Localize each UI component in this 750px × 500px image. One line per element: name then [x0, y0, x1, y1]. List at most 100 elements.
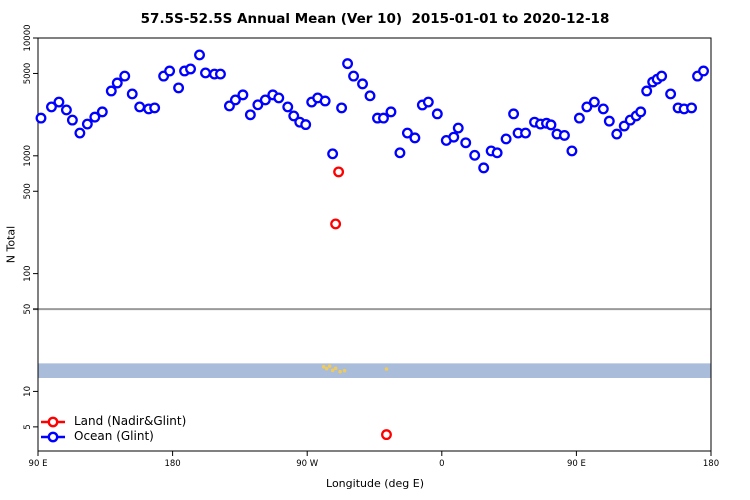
- data-point-ocean-glint-: [491, 147, 503, 159]
- x-tick-label: 90 E: [567, 459, 586, 469]
- chart-title: 57.5S-52.5S Annual Mean (Ver 10) 2015-01…: [140, 11, 610, 27]
- data-point-ocean-glint-: [46, 101, 57, 113]
- data-point-ocean-glint-: [53, 96, 65, 108]
- data-point-flagged-low-count: [324, 366, 329, 371]
- data-point-ocean-glint-: [282, 101, 294, 113]
- data-point-ocean-glint-: [134, 101, 146, 113]
- data-point-ocean-glint-: [588, 96, 600, 108]
- data-point-flagged-low-count: [342, 368, 347, 373]
- data-point-ocean-glint-: [364, 90, 376, 102]
- data-point-ocean-glint-: [686, 102, 698, 114]
- y-tick-label: 500: [23, 183, 33, 199]
- data-point-land-nadir-glint-: [330, 218, 342, 230]
- data-point-ocean-glint-: [603, 115, 615, 127]
- data-point-ocean-glint-: [469, 149, 481, 161]
- data-point-ocean-glint-: [545, 119, 557, 131]
- data-point-ocean-glint-: [173, 82, 185, 94]
- legend-marker-ocean-icon: [41, 431, 65, 442]
- data-point-ocean-glint-: [409, 132, 421, 144]
- legend-circle-ocean: [47, 431, 59, 442]
- data-point-ocean-glint-: [401, 127, 413, 139]
- data-point-ocean-glint-: [460, 137, 472, 149]
- data-point-ocean-glint-: [478, 162, 490, 174]
- data-point-ocean-glint-: [641, 85, 653, 97]
- y-tick-label: 5: [23, 424, 33, 429]
- data-point-ocean-glint-: [244, 109, 256, 121]
- data-point-ocean-glint-: [164, 65, 176, 77]
- x-tick-label: 0: [439, 459, 444, 469]
- legend-marker-land-icon: [41, 416, 65, 427]
- y-tick-label: 100: [23, 265, 33, 281]
- data-point-ocean-glint-: [336, 102, 348, 114]
- data-point-ocean-glint-: [119, 70, 131, 82]
- legend: Land (Nadir&Glint) Ocean (Glint): [40, 414, 186, 444]
- data-point-ocean-glint-: [300, 119, 312, 131]
- data-point-ocean-glint-: [229, 94, 241, 106]
- data-point-ocean-glint-: [635, 106, 647, 118]
- legend-circle-land: [47, 416, 59, 427]
- data-point-ocean-glint-: [581, 101, 593, 113]
- x-axis-title: Longitude (deg E): [326, 477, 424, 490]
- data-point-ocean-glint-: [385, 106, 397, 118]
- data-point-ocean-glint-: [698, 65, 709, 77]
- data-point-ocean-glint-: [66, 114, 78, 126]
- data-point-ocean-glint-: [611, 128, 623, 140]
- data-point-ocean-glint-: [288, 110, 300, 122]
- y-tick-label: 10000: [23, 24, 33, 51]
- legend-item-ocean: Ocean (Glint): [40, 429, 186, 444]
- data-point-ocean-glint-: [348, 70, 360, 82]
- data-point-ocean-glint-: [665, 88, 677, 100]
- data-point-ocean-glint-: [252, 99, 264, 111]
- data-point-ocean-glint-: [111, 77, 123, 89]
- data-point-ocean-glint-: [520, 127, 532, 139]
- data-point-ocean-glint-: [394, 147, 406, 159]
- data-point-ocean-glint-: [105, 85, 117, 97]
- data-point-ocean-glint-: [448, 131, 460, 143]
- data-point-ocean-glint-: [259, 94, 271, 106]
- data-point-ocean-glint-: [319, 95, 331, 107]
- data-point-land-nadir-glint-: [333, 166, 345, 178]
- y-tick-label: 50: [23, 304, 33, 315]
- legend-label-land: Land (Nadir&Glint): [74, 414, 187, 428]
- legend-label-ocean: Ocean (Glint): [74, 429, 154, 443]
- x-tick-label: 180: [164, 459, 180, 469]
- data-point-flagged-low-count: [338, 369, 342, 374]
- data-point-ocean-glint-: [74, 127, 86, 139]
- data-point-ocean-glint-: [342, 58, 354, 70]
- data-point-ocean-glint-: [215, 68, 226, 80]
- data-point-ocean-glint-: [273, 92, 285, 104]
- data-point-ocean-glint-: [431, 108, 443, 120]
- y-tick-label: 5000: [23, 63, 33, 85]
- data-point-ocean-glint-: [508, 108, 520, 120]
- data-point-flagged-low-count: [384, 367, 389, 371]
- data-point-flagged-low-count: [327, 364, 332, 368]
- data-point-ocean-glint-: [656, 70, 668, 82]
- data-point-flagged-low-count: [321, 364, 326, 369]
- y-tick-label: 10: [23, 386, 33, 397]
- data-point-ocean-glint-: [185, 63, 196, 75]
- y-tick-label: 1000: [23, 145, 33, 167]
- data-point-ocean-glint-: [558, 129, 570, 141]
- data-point-ocean-glint-: [35, 112, 47, 124]
- data-point-ocean-glint-: [597, 103, 609, 115]
- data-point-ocean-glint-: [452, 122, 464, 134]
- data-point-land-nadir-glint-: [381, 429, 392, 441]
- data-point-ocean-glint-: [96, 106, 108, 118]
- data-point-ocean-glint-: [237, 89, 249, 101]
- data-point-ocean-glint-: [126, 88, 138, 100]
- data-point-ocean-glint-: [566, 145, 578, 157]
- data-point-ocean-glint-: [378, 112, 389, 124]
- data-point-ocean-glint-: [89, 111, 101, 123]
- data-point-ocean-glint-: [357, 78, 368, 90]
- data-point-ocean-glint-: [500, 133, 512, 145]
- data-point-flagged-low-count: [330, 368, 335, 373]
- legend-item-land: Land (Nadir&Glint): [40, 414, 186, 429]
- data-point-ocean-glint-: [573, 112, 585, 124]
- data-point-ocean-glint-: [422, 96, 434, 108]
- data-point-ocean-glint-: [194, 49, 205, 61]
- highlight-band: [38, 363, 711, 378]
- data-point-ocean-glint-: [327, 148, 339, 160]
- x-tick-label: 90 W: [296, 459, 319, 469]
